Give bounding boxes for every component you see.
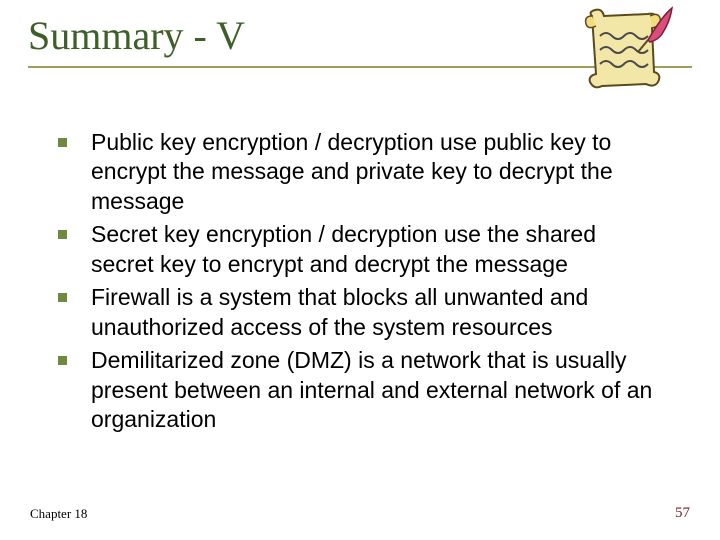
bullet-text: Public key encryption / decryption use p… — [91, 128, 662, 216]
bullet-square-icon — [58, 356, 67, 365]
list-item: Secret key encryption / decryption use t… — [58, 220, 662, 279]
slide: Summary - V Public key encryption / decr… — [0, 0, 720, 540]
footer-page-number: 57 — [675, 505, 690, 522]
bullet-text: Demilitarized zone (DMZ) is a network th… — [91, 346, 662, 434]
footer-chapter: Chapter 18 — [30, 506, 87, 522]
bullet-list: Public key encryption / decryption use p… — [58, 128, 662, 438]
bullet-square-icon — [58, 230, 67, 239]
list-item: Public key encryption / decryption use p… — [58, 128, 662, 216]
bullet-square-icon — [58, 293, 67, 302]
bullet-text: Firewall is a system that blocks all unw… — [91, 283, 662, 342]
list-item: Demilitarized zone (DMZ) is a network th… — [58, 346, 662, 434]
bullet-square-icon — [58, 138, 67, 147]
scroll-quill-icon — [578, 6, 674, 94]
bullet-text: Secret key encryption / decryption use t… — [91, 220, 662, 279]
list-item: Firewall is a system that blocks all unw… — [58, 283, 662, 342]
